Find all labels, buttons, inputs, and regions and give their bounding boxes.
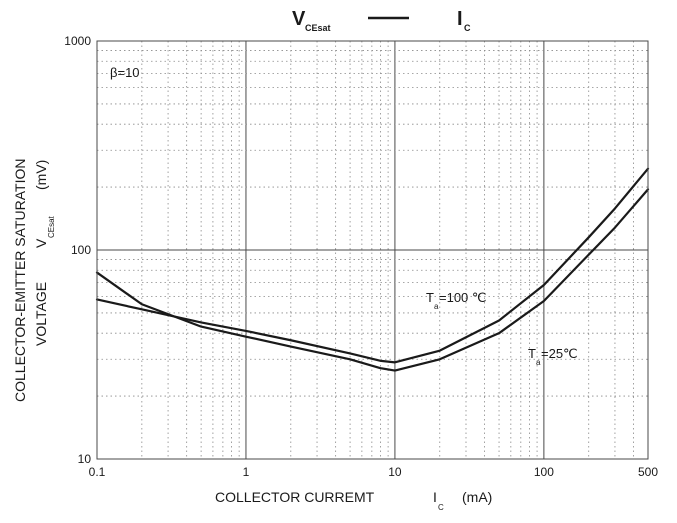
series-line-1 <box>95 167 650 364</box>
ta25-sub: a <box>536 358 541 367</box>
x-axis-symbol: I <box>433 489 437 505</box>
ta100-prefix: T <box>426 290 434 305</box>
y-axis-symbol: V <box>33 238 49 248</box>
x-tick-label: 500 <box>638 465 658 479</box>
title-ic-sub: C <box>464 23 471 33</box>
y-tick-label: 1000 <box>64 34 91 48</box>
title-ic-main: I <box>457 8 463 30</box>
ta100-sub: a <box>434 302 439 311</box>
x-axis-unit: (mA) <box>462 489 492 505</box>
y-axis-label-line1: COLLECTOR-EMITTER SATURATION <box>12 159 28 402</box>
annotations: β=10 T a =100 ℃ T a =25℃ <box>110 65 578 367</box>
y-tick-label: 10 <box>78 452 92 466</box>
x-axis-symbol-sub: C <box>438 503 444 512</box>
x-axis-label: COLLECTOR CURREMT I C (mA) <box>215 489 492 512</box>
y-tick-label: 100 <box>71 243 91 257</box>
ta25-value: =25℃ <box>541 346 578 361</box>
y-axis-label-line2: VOLTAGE <box>33 282 49 346</box>
x-tick-label: 1 <box>243 465 250 479</box>
ta100-value: =100 ℃ <box>439 290 487 305</box>
x-tick-label: 0.1 <box>89 465 106 479</box>
tick-layer: 0.1 1 10 100 500 10 100 1000 <box>64 34 658 479</box>
title-vcesat-sub: CEsat <box>305 23 331 33</box>
grid-layer <box>97 41 648 459</box>
beta-annotation: β=10 <box>110 65 140 80</box>
x-tick-label: 10 <box>388 465 402 479</box>
chart-title: V CEsat I C <box>292 8 471 33</box>
series-line-2 <box>95 188 650 372</box>
ta25-prefix: T <box>528 346 536 361</box>
x-axis-label-main: COLLECTOR CURREMT <box>215 489 375 505</box>
y-axis-unit: (mV) <box>33 160 49 190</box>
title-vcesat-main: V <box>292 8 306 30</box>
y-axis-label: COLLECTOR-EMITTER SATURATION VOLTAGE V C… <box>12 159 56 402</box>
plot-frame <box>96 40 649 460</box>
series-layer <box>95 167 650 372</box>
y-axis-symbol-sub: CEsat <box>47 215 56 238</box>
x-tick-label: 100 <box>534 465 554 479</box>
